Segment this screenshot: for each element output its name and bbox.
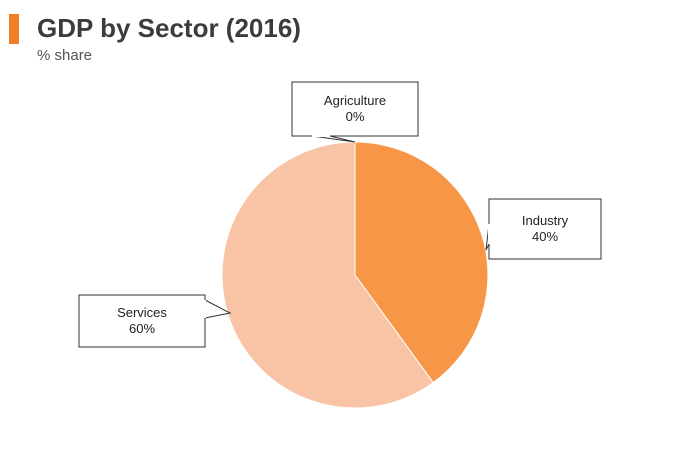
- title-accent-bar: [9, 14, 19, 44]
- slice-value-label: 0%: [346, 109, 365, 124]
- slice-value-label: 40%: [532, 229, 558, 244]
- slice-label: Agriculture: [324, 93, 386, 108]
- chart-title: GDP by Sector (2016): [37, 13, 301, 43]
- slice-label: Industry: [522, 213, 569, 228]
- slice-label: Services: [117, 305, 167, 320]
- chart-subtitle: % share: [37, 47, 93, 64]
- pie-slice-services: [221, 141, 434, 409]
- slice-value-label: 60%: [129, 321, 155, 336]
- callout-box: [291, 81, 419, 137]
- callout-box: [78, 294, 206, 348]
- pie-slice-industry: [354, 141, 489, 384]
